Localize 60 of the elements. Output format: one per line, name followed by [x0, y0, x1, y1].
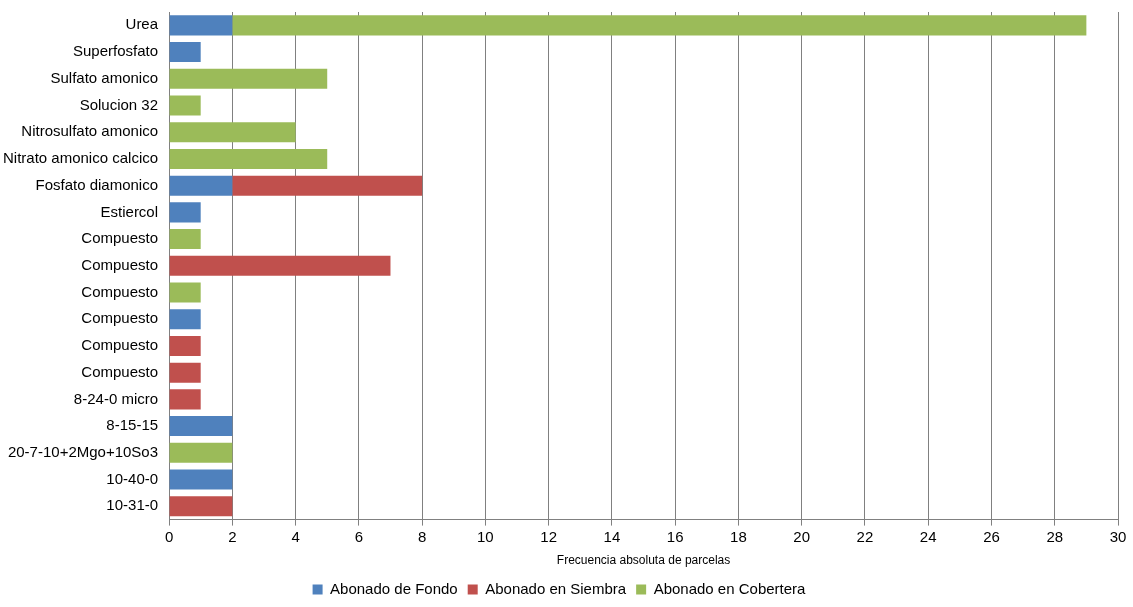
y-tick-label: Fosfato diamonico — [35, 175, 159, 193]
x-axis-title: Frecuencia absoluta de parcelas — [556, 553, 731, 568]
x-tick-label: 12 — [540, 527, 557, 545]
y-tick-label: Nitrato amonico calcico — [3, 149, 159, 167]
x-tick-label: 2 — [228, 527, 237, 545]
y-tick-label: Compuesto — [81, 309, 159, 327]
bar — [169, 148, 328, 169]
bar — [232, 175, 423, 196]
bar — [169, 442, 233, 463]
bar — [169, 255, 391, 276]
x-tick-label: 16 — [666, 527, 684, 545]
y-tick-label: Compuesto — [81, 229, 159, 247]
bar — [169, 68, 328, 89]
bar — [169, 229, 201, 250]
y-tick-label: 20-7-10+2Mgo+10So3 — [7, 442, 159, 460]
bar — [169, 282, 201, 303]
legend-label: Abonado en Siembra — [485, 579, 627, 597]
y-tick-label: Solucion 32 — [79, 95, 159, 113]
y-tick-label: Estiercol — [100, 202, 159, 220]
legend-label: Abonado de Fondo — [330, 579, 458, 597]
bar — [169, 95, 201, 116]
bar — [169, 416, 233, 437]
y-tick-label: Compuesto — [81, 362, 159, 380]
bar — [169, 362, 201, 383]
x-tick-label: 30 — [1109, 527, 1127, 545]
x-tick-label: 6 — [354, 527, 364, 545]
x-tick-label: 24 — [919, 527, 937, 545]
bar — [169, 175, 233, 196]
bar — [169, 496, 233, 517]
bar — [169, 469, 233, 490]
x-tick-label: 26 — [983, 527, 1000, 545]
x-tick-label: 18 — [730, 527, 747, 545]
x-tick-label: 22 — [856, 527, 874, 545]
bar — [169, 202, 201, 223]
bar — [169, 122, 296, 143]
y-tick-label: 8-24-0 micro — [73, 389, 159, 407]
y-tick-label: Compuesto — [81, 282, 159, 300]
y-tick-label: Compuesto — [81, 336, 159, 354]
bar — [169, 42, 201, 63]
x-tick-label: 4 — [291, 527, 300, 545]
y-tick-label: Compuesto — [81, 255, 159, 273]
y-tick-label: Urea — [125, 15, 159, 33]
y-tick-label: 8-15-15 — [106, 416, 159, 434]
legend-label: Abonado en Cobertera — [653, 579, 807, 597]
x-tick-label: 10 — [477, 527, 494, 545]
y-tick-label: 10-31-0 — [106, 496, 159, 514]
x-tick-label: 20 — [793, 527, 811, 545]
y-tick-label: Sulfato amonico — [50, 68, 159, 86]
y-tick-label: Superfosfato — [73, 42, 159, 60]
bar — [169, 389, 201, 410]
y-tick-label: Nitrosulfato amonico — [21, 122, 159, 140]
bar — [232, 15, 1087, 36]
y-tick-label: 10-40-0 — [106, 469, 159, 487]
x-tick-label: 14 — [603, 527, 621, 545]
bar — [169, 15, 233, 36]
bar — [169, 309, 201, 330]
bar — [169, 335, 201, 356]
x-tick-label: 0 — [164, 527, 174, 545]
x-tick-label: 28 — [1046, 527, 1064, 545]
x-tick-label: 8 — [417, 527, 427, 545]
